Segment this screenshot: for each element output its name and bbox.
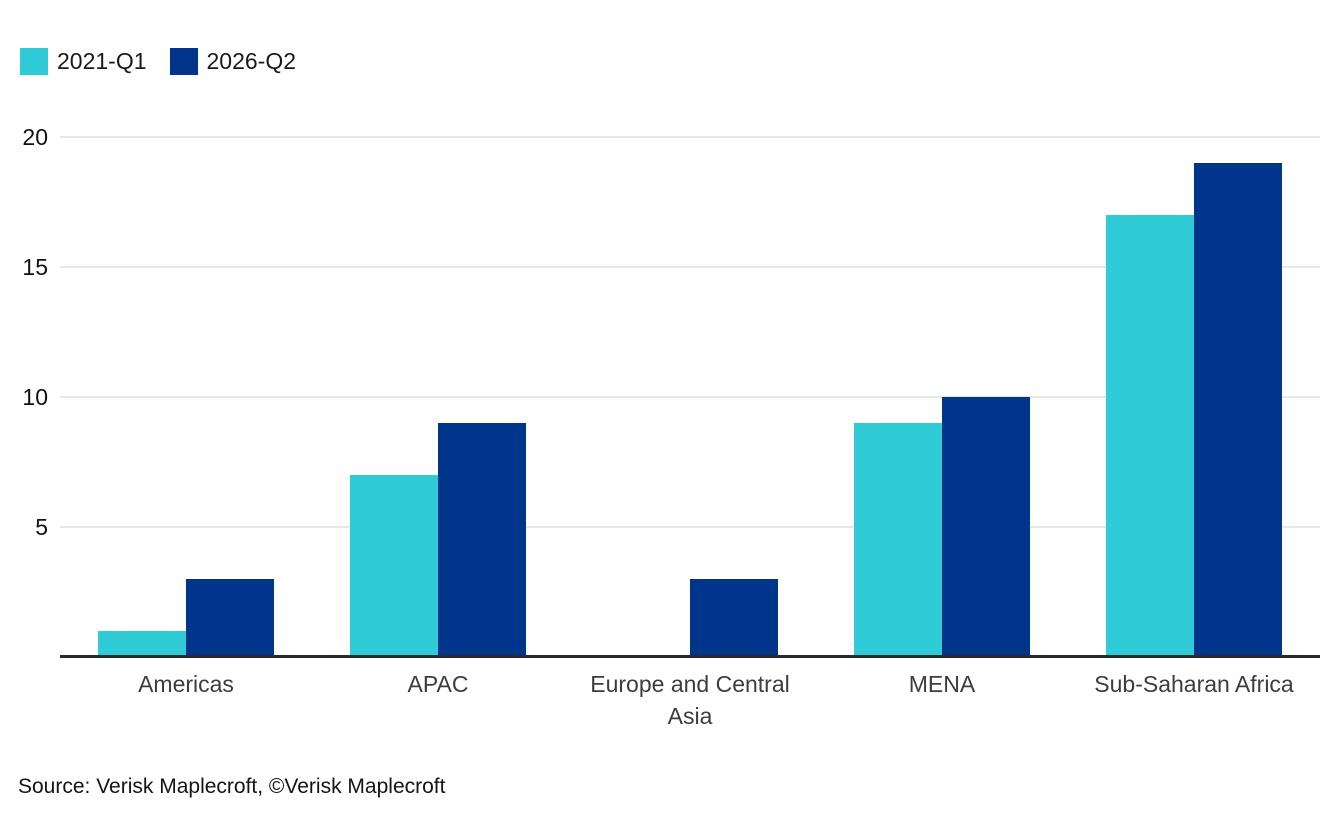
bar-2026-q2 <box>942 397 1030 657</box>
bar-group <box>60 137 312 657</box>
x-axis-labels: Americas APAC Europe and Central Asia MENA S… <box>60 668 1320 732</box>
x-axis-label: Europe and Central Asia <box>590 671 790 729</box>
y-axis-tick-label: 20 <box>22 124 48 150</box>
x-axis-label: APAC <box>407 671 469 697</box>
bar-group <box>816 137 1068 657</box>
x-axis-label: Sub-Saharan Africa <box>1094 671 1294 697</box>
bar-2026-q2 <box>690 579 778 657</box>
bar-2021-q1 <box>98 631 186 657</box>
legend-item: 2021-Q1 <box>20 48 147 75</box>
legend-swatch <box>20 48 48 75</box>
bar-group <box>312 137 564 657</box>
bar-group <box>1068 137 1320 657</box>
bar-group <box>564 137 816 657</box>
gridline <box>60 136 1320 138</box>
bar-2026-q2 <box>438 423 526 657</box>
legend-label: 2021-Q1 <box>57 48 147 74</box>
legend: 2021-Q1 2026-Q2 <box>20 48 319 75</box>
legend-item: 2026-Q2 <box>169 48 297 75</box>
bar-groups <box>60 137 1320 657</box>
bar-2021-q1 <box>854 423 942 657</box>
y-axis-tick-label: 5 <box>35 514 48 540</box>
x-axis-line <box>60 655 1320 658</box>
y-axis-tick-label: 10 <box>22 384 48 410</box>
gridline <box>60 266 1320 268</box>
x-axis-label: Americas <box>138 671 234 697</box>
legend-label: 2026-Q2 <box>206 48 297 74</box>
x-axis-label: MENA <box>908 671 976 697</box>
bar-2026-q2 <box>186 579 274 657</box>
plot-area <box>60 136 1320 657</box>
legend-swatch <box>169 48 198 75</box>
bar-2026-q2 <box>1194 163 1282 657</box>
gridline <box>60 526 1320 528</box>
gridline <box>60 396 1320 398</box>
y-axis-tick-label: 15 <box>22 254 48 280</box>
bar-2021-q1 <box>1106 215 1194 657</box>
bar-2021-q1 <box>350 475 438 657</box>
source-note: Source: Verisk Maplecroft, ©Verisk Maple… <box>18 775 446 798</box>
